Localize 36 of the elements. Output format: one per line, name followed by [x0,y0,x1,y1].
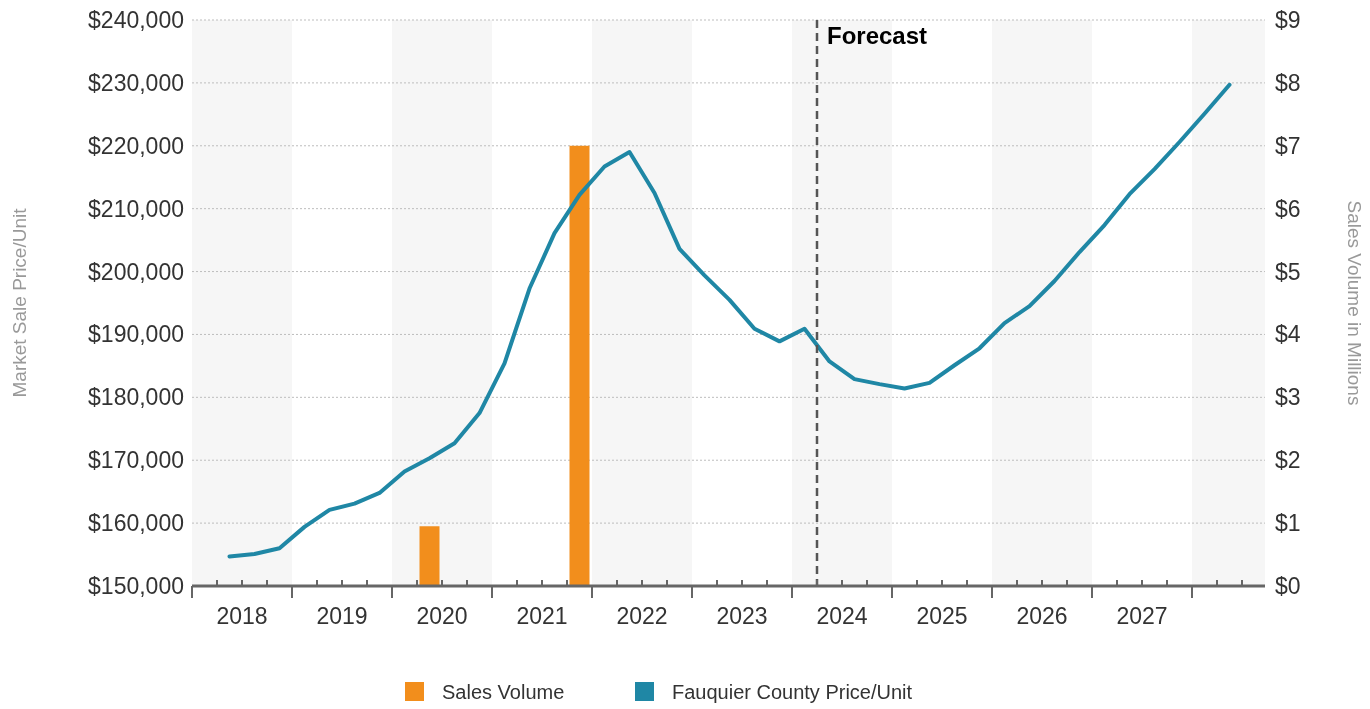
y2-tick-label: $6 [1275,195,1301,222]
x-tick-label: 2026 [1016,603,1068,629]
y-tick-label: $200,000 [88,258,184,285]
y2-tick-label: $2 [1275,447,1301,474]
x-tick-label: 2022 [616,603,668,629]
x-tick-label: 2019 [316,603,368,629]
x-tick-label: 2021 [516,603,568,629]
y2-tick-label: $7 [1275,132,1301,159]
y-tick-label: $160,000 [88,510,184,537]
y-tick-label: $170,000 [88,447,184,474]
y2-tick-label: $9 [1275,7,1301,33]
line-series [227,82,1232,559]
x-tick-label: 2023 [716,603,768,629]
y-tick-label: $180,000 [88,384,184,411]
y2-tick-label: $1 [1275,510,1301,537]
y-tick-label: $210,000 [88,195,184,222]
x-tick-label: 2024 [816,603,868,629]
x-tick-label: 2027 [1116,603,1168,629]
y-tick-label: $230,000 [88,69,184,96]
y2-tick-label: $4 [1275,321,1301,348]
y-tick-label: $150,000 [88,573,184,599]
y2-tick-label: $8 [1275,69,1301,96]
y2-axis-title: Sales Volume in Millions [1344,200,1365,406]
y-tick-label: $240,000 [88,7,184,33]
x-tick-label: 2020 [416,603,468,629]
ref-line-label: Forecast [827,22,928,49]
y2-tick-label: $3 [1275,384,1301,411]
y-tick-label: $190,000 [88,321,184,348]
x-tick-label: 2025 [916,603,968,629]
y2-tick-label: $0 [1275,573,1301,599]
y-axis-title: Market Sale Price/Unit [9,207,30,398]
y2-tick-label: $5 [1275,258,1301,285]
legend-label: Fauquier County Price/Unit [672,681,913,703]
x-tick-label: 2018 [216,603,268,629]
y-tick-label: $220,000 [88,132,184,159]
legend-label: Sales Volume [442,681,565,703]
